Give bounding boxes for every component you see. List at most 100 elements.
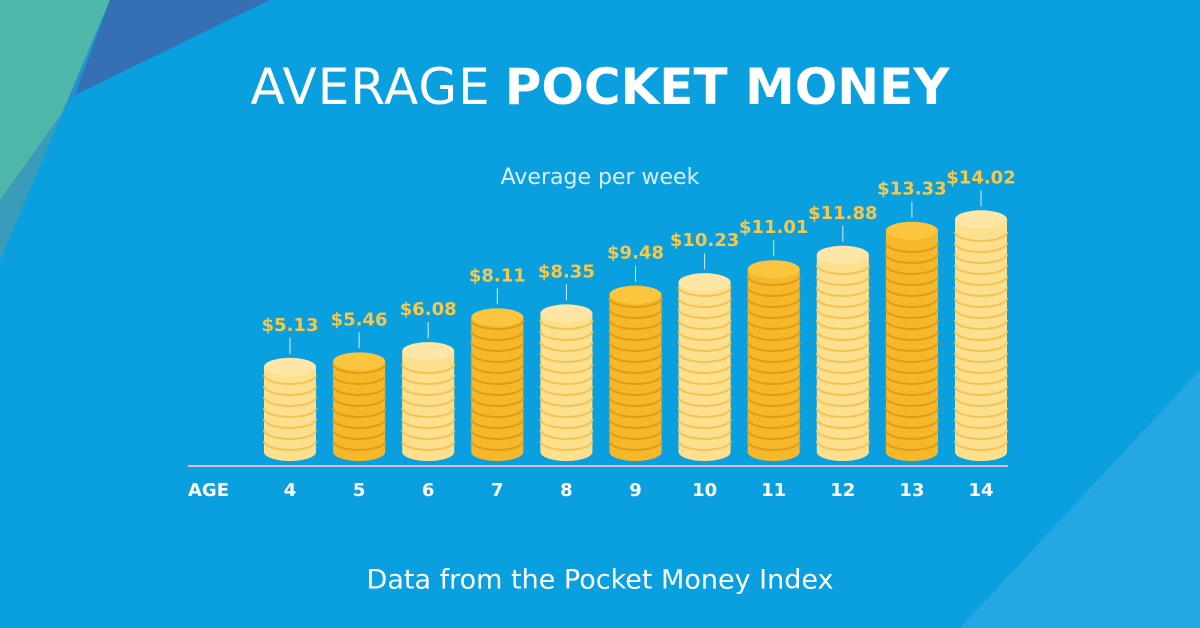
x-axis-label: AGE <box>188 480 229 501</box>
coin-top <box>816 245 869 264</box>
coin-edge <box>470 396 525 407</box>
coin-top <box>955 210 1007 229</box>
source-note: Data from the Pocket Money Index <box>367 565 834 596</box>
coin-stack <box>746 260 801 461</box>
coin-edge <box>677 396 732 407</box>
coin-edge <box>954 407 1008 418</box>
value-label: $13.33 <box>877 179 946 200</box>
coin-stack <box>608 285 663 461</box>
coin-edge <box>954 253 1008 264</box>
x-tick-label: 10 <box>692 480 717 501</box>
coin-edge <box>539 363 594 374</box>
coin-edge <box>470 429 525 440</box>
coin-edge <box>954 418 1008 429</box>
coin-edge <box>954 440 1008 451</box>
coin-edge <box>746 407 801 418</box>
coin-stack <box>470 308 525 461</box>
coin-edge <box>677 429 732 440</box>
x-tick-label: 7 <box>491 480 504 501</box>
coin-edge <box>815 396 870 407</box>
coin-edge <box>884 396 939 407</box>
coin-edge <box>954 374 1008 385</box>
coin-edge <box>884 341 939 352</box>
coin-edge <box>608 319 663 330</box>
coin-edge <box>263 418 317 429</box>
value-label: $14.02 <box>946 167 1015 188</box>
coin-edge <box>401 418 456 429</box>
coin-edge <box>539 341 594 352</box>
coin-edge <box>746 341 801 352</box>
coin-edge <box>263 396 317 407</box>
coin-edge <box>263 407 317 418</box>
coin-stack <box>401 342 456 461</box>
coin-edge <box>539 407 594 418</box>
coin-edge <box>608 363 663 374</box>
coin-edge <box>332 440 387 451</box>
coin-edge <box>677 297 732 308</box>
x-tick-label: 8 <box>560 480 573 501</box>
coin-edge <box>608 341 663 352</box>
coin-edge <box>608 396 663 407</box>
coin-edge <box>884 385 939 396</box>
coin-edge <box>677 374 732 385</box>
coin-edge <box>332 407 387 418</box>
coin-edge <box>815 319 870 330</box>
coin-edge <box>884 374 939 385</box>
coin-stack <box>815 245 870 461</box>
title-light: AVERAGE <box>251 58 491 116</box>
coin-body <box>540 313 593 452</box>
coin-edge <box>539 330 594 341</box>
coin-edge <box>677 308 732 319</box>
coin-edge <box>884 264 939 275</box>
value-label: $5.46 <box>331 309 388 330</box>
coin-edge <box>884 253 939 264</box>
coin-edge <box>815 297 870 308</box>
coin-edge <box>815 363 870 374</box>
coin-edge <box>746 385 801 396</box>
coin-edge <box>884 363 939 374</box>
coin-edge <box>815 374 870 385</box>
coin-edge <box>677 385 732 396</box>
value-label: $6.08 <box>400 299 457 320</box>
coin-edge <box>608 330 663 341</box>
coin-edge <box>470 330 525 341</box>
coin-edge <box>884 286 939 297</box>
value-label: $11.01 <box>739 217 808 238</box>
coin-stack <box>884 221 939 461</box>
coin-edge <box>539 440 594 451</box>
coin-edge <box>954 242 1008 253</box>
coin-edge <box>746 352 801 363</box>
coin-edge <box>954 264 1008 275</box>
coin-body <box>402 351 455 452</box>
coin-edge <box>401 363 456 374</box>
value-label: $8.35 <box>538 261 595 282</box>
coin-edge <box>401 407 456 418</box>
coin-edge <box>954 231 1008 242</box>
coin-edge <box>401 429 456 440</box>
coin-edge <box>470 385 525 396</box>
coin-stack <box>539 304 594 461</box>
coin-edge <box>884 242 939 253</box>
coin-edge <box>954 429 1008 440</box>
coin-edge <box>815 264 870 275</box>
x-tick-label: 13 <box>899 480 924 501</box>
coin-edge <box>884 407 939 418</box>
coin-edge <box>884 275 939 286</box>
subtitle: Average per week <box>501 165 700 190</box>
coin-edge <box>263 440 317 451</box>
chart-title: AVERAGE POCKET MONEY <box>251 58 951 116</box>
coin-edge <box>884 352 939 363</box>
coin-edge <box>263 374 317 385</box>
coin-edge <box>815 385 870 396</box>
coin-edge <box>608 374 663 385</box>
coin-edge <box>539 352 594 363</box>
coin-stack <box>332 352 387 461</box>
coin-edge <box>884 440 939 451</box>
coin-body <box>955 219 1007 452</box>
coin-stack <box>677 273 732 461</box>
coin-edge <box>470 440 525 451</box>
coin-edge <box>470 418 525 429</box>
coin-edge <box>401 396 456 407</box>
coin-edge <box>677 330 732 341</box>
